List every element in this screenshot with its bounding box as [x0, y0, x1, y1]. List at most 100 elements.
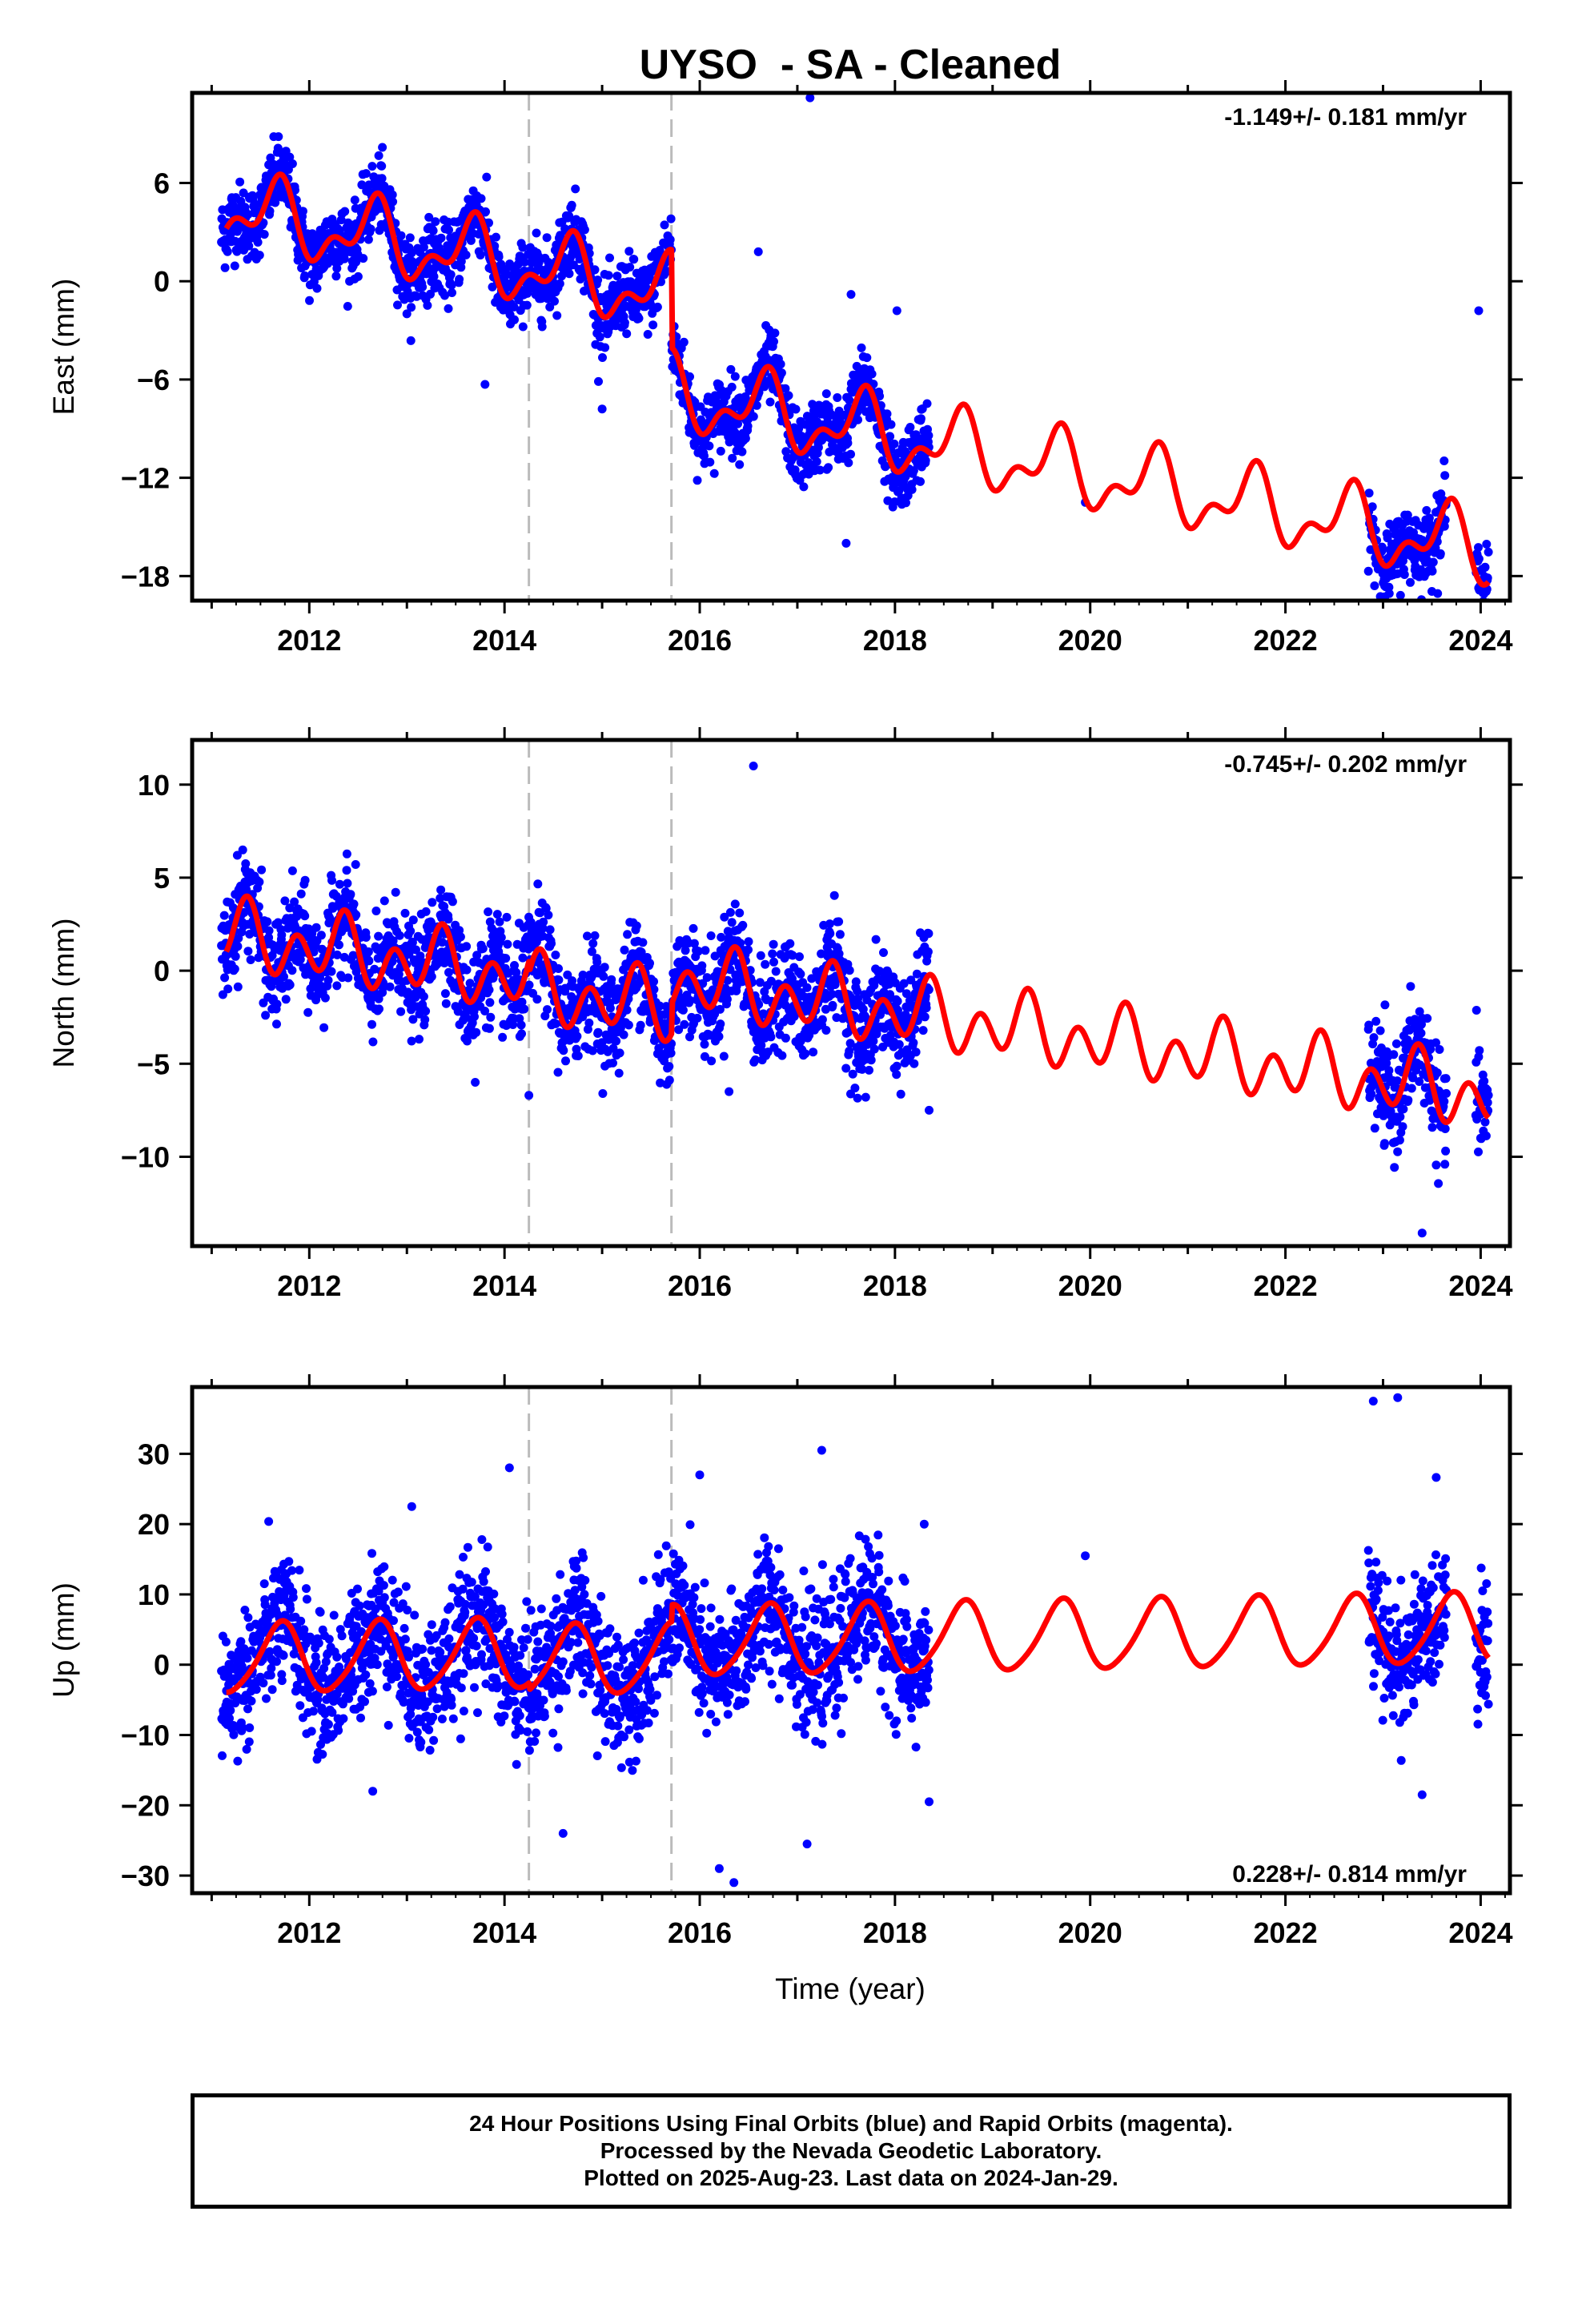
data-point — [1370, 581, 1379, 590]
data-point — [1363, 566, 1373, 576]
data-point — [351, 910, 361, 919]
data-point — [598, 353, 607, 362]
data-point — [1442, 1088, 1451, 1098]
data-point — [406, 336, 416, 345]
data-point — [805, 93, 815, 103]
data-point — [1474, 1147, 1483, 1156]
data-point — [261, 1011, 271, 1020]
data-point — [593, 1027, 603, 1037]
data-point — [1484, 1091, 1493, 1100]
data-point — [841, 1063, 851, 1073]
data-point — [744, 945, 753, 955]
data-point — [622, 1005, 632, 1015]
data-point — [343, 879, 352, 888]
data-point — [462, 942, 472, 951]
data-point — [374, 931, 383, 941]
data-point — [455, 926, 464, 935]
data-point — [1427, 566, 1437, 576]
data-point — [1399, 1104, 1408, 1114]
data-point — [262, 1694, 271, 1703]
data-point — [776, 360, 785, 369]
data-point — [901, 498, 910, 508]
x-tick-label: 2014 — [472, 1269, 536, 1302]
data-point — [685, 372, 694, 381]
data-point — [472, 951, 482, 960]
data-point — [259, 1679, 268, 1688]
data-point — [221, 1637, 231, 1647]
data-point — [697, 961, 707, 971]
data-point — [461, 250, 471, 259]
data-point — [300, 875, 310, 885]
data-point — [225, 1714, 234, 1723]
data-point — [561, 1056, 570, 1066]
data-point — [1377, 542, 1387, 552]
data-point — [235, 177, 245, 187]
data-point — [272, 999, 282, 1009]
data-point — [1423, 1014, 1432, 1023]
data-point — [233, 942, 243, 951]
data-point — [717, 932, 726, 942]
data-point — [274, 132, 283, 142]
data-point — [1380, 1139, 1389, 1148]
data-point — [284, 1557, 294, 1566]
data-point — [465, 979, 475, 988]
x-tick-label: 2012 — [277, 1269, 341, 1302]
x-tick-label: 2020 — [1058, 624, 1122, 657]
data-point — [327, 1707, 337, 1717]
data-point — [655, 246, 665, 255]
data-point — [424, 212, 434, 222]
data-point — [287, 159, 297, 168]
data-point — [332, 981, 342, 991]
data-point — [920, 1012, 930, 1022]
data-point — [1370, 1124, 1379, 1133]
data-point — [363, 947, 373, 956]
data-point — [327, 967, 336, 976]
data-point — [260, 1600, 270, 1610]
y-tick-label: −5 — [137, 1047, 170, 1080]
data-point — [470, 1012, 479, 1021]
data-point — [348, 951, 358, 960]
x-tick-label: 2024 — [1448, 624, 1512, 657]
data-point — [761, 959, 770, 969]
data-point — [259, 1579, 269, 1589]
data-point — [909, 1059, 919, 1068]
data-point — [869, 1044, 879, 1054]
data-point — [421, 907, 431, 916]
data-point — [277, 1676, 287, 1686]
data-point — [229, 1730, 239, 1739]
data-point — [794, 424, 804, 433]
data-point — [879, 948, 888, 957]
data-point — [510, 315, 519, 324]
data-point — [890, 497, 899, 507]
data-point — [368, 1037, 378, 1047]
data-point — [827, 989, 837, 999]
data-point — [273, 918, 283, 927]
data-point — [265, 1647, 275, 1656]
data-point — [666, 214, 676, 223]
data-point — [512, 968, 521, 977]
data-point — [379, 896, 389, 906]
data-point — [700, 1039, 709, 1049]
data-point — [370, 964, 379, 974]
data-point — [821, 389, 831, 399]
data-point — [564, 211, 574, 220]
data-point — [828, 1000, 837, 1010]
data-point — [518, 243, 528, 252]
data-point — [1432, 1068, 1442, 1078]
data-point — [735, 460, 745, 469]
data-point — [232, 850, 242, 860]
data-point — [802, 983, 812, 992]
data-point — [436, 233, 446, 243]
data-point — [471, 1078, 480, 1087]
data-point — [415, 1035, 424, 1044]
data-point — [1482, 540, 1492, 549]
data-point — [916, 414, 926, 424]
data-point — [892, 1061, 901, 1071]
data-point — [791, 404, 801, 414]
data-point — [807, 974, 817, 983]
data-point — [693, 947, 703, 956]
data-point — [825, 919, 834, 929]
data-point — [532, 995, 542, 1004]
data-point — [725, 907, 735, 917]
